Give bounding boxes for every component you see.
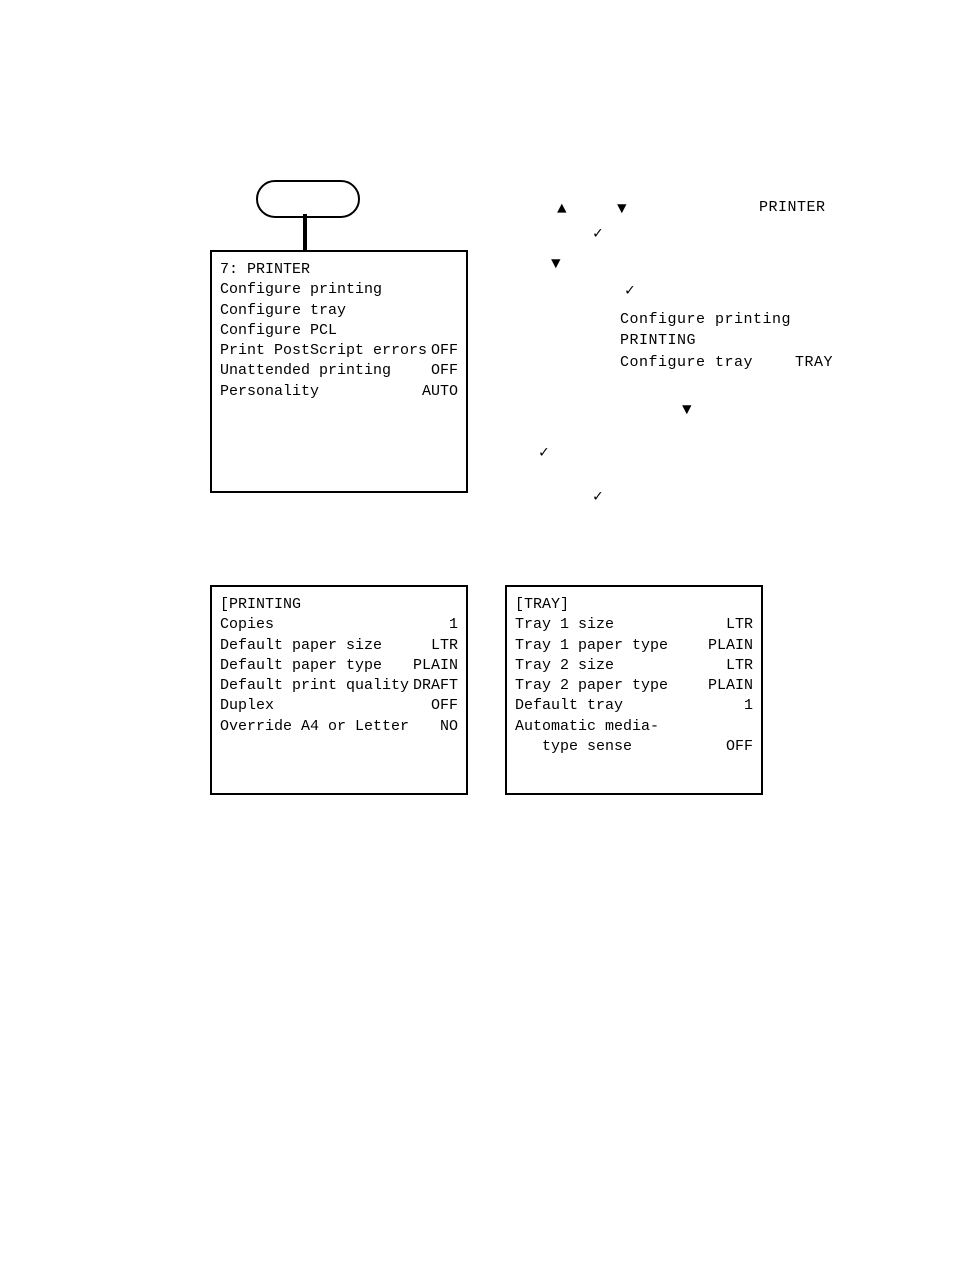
menu-row: Override A4 or Letter NO [220,717,458,737]
menu-button-shape [256,180,360,218]
menu-row: Automatic media- [515,717,753,737]
menu-row-label: Print PostScript errors [220,341,427,361]
menu-row-label: Configure printing [220,280,382,300]
nav-check-icon: ✓ [593,226,603,242]
menu-row-value: OFF [726,737,753,757]
nav-down-icon: ▼ [682,402,692,418]
menu-row-label: Personality [220,382,319,402]
menu-row-value: PLAIN [708,636,753,656]
menu-row: Configure PCL [220,321,458,341]
menu-row-label: Tray 2 size [515,656,614,676]
menu-row: Unattended printing OFF [220,361,458,381]
menu-row: Tray 1 size LTR [515,615,753,635]
menu-row-value: NO [440,717,458,737]
menu-row: Duplex OFF [220,696,458,716]
menu-row-value: OFF [431,341,458,361]
menu-row: Personality AUTO [220,382,458,402]
menu-row-value: 1 [449,615,458,635]
menu-row-value: AUTO [422,382,458,402]
menu-row-value: 1 [744,696,753,716]
menu-row: Default paper type PLAIN [220,656,458,676]
menu-row: Copies 1 [220,615,458,635]
menu-row: Default paper size LTR [220,636,458,656]
menu-row: Default tray 1 [515,696,753,716]
menu-row: Print PostScript errorsOFF [220,341,458,361]
nav-label-conftray: Configure tray [620,354,753,371]
menu-row: Configure printing [220,280,458,300]
menu-row-value: LTR [431,636,458,656]
menu-row: Tray 2 size LTR [515,656,753,676]
menu-row: Default print qualityDRAFT [220,676,458,696]
nav-down-icon: ▼ [617,201,627,217]
menu-row-value: OFF [431,696,458,716]
menu-row: type sense OFF [515,737,753,757]
nav-label-printer: PRINTER [759,199,826,216]
menu-row-label: Default tray [515,696,623,716]
nav-down-icon: ▼ [551,256,561,272]
menu-row-value: PLAIN [413,656,458,676]
nav-label-printing: PRINTING [620,332,696,349]
nav-label-tray: TRAY [795,354,833,371]
printer-menu-panel: 7: PRINTERConfigure printingConfigure tr… [210,250,468,493]
menu-row-value: DRAFT [413,676,458,696]
menu-row-label: Tray 1 paper type [515,636,668,656]
menu-row-label: Tray 1 size [515,615,614,635]
printing-submenu-panel: [PRINTINGCopies1Default paper sizeLTRDef… [210,585,468,795]
panel-title: 7: PRINTER [220,260,458,280]
menu-row-value: OFF [431,361,458,381]
nav-up-icon: ▲ [557,201,567,217]
menu-row-label: Automatic media- [515,717,659,737]
nav-check-icon: ✓ [539,445,549,461]
tray-submenu-panel: [TRAY]Tray 1 size LTR Tray 1 paper type PLA… [505,585,763,795]
menu-row-label: Tray 2 paper type [515,676,668,696]
menu-row-label: Default paper size [220,636,382,656]
menu-row-label: Configure tray [220,301,346,321]
menu-row-label: Duplex [220,696,274,716]
nav-check-icon: ✓ [625,283,635,299]
menu-row: Tray 2 paper type PLAIN [515,676,753,696]
menu-row-label: type sense [515,737,632,757]
menu-row-label: Override A4 or Letter [220,717,409,737]
panel-title: [PRINTING [220,595,458,615]
menu-stem [303,214,307,250]
menu-row-value: PLAIN [708,676,753,696]
menu-row: Configure tray [220,301,458,321]
menu-row-label: Default paper type [220,656,382,676]
menu-row-label: Copies [220,615,274,635]
menu-row-value: LTR [726,615,753,635]
nav-label-confprint: Configure printing [620,311,791,328]
menu-row-label: Configure PCL [220,321,337,341]
panel-title: [TRAY] [515,595,753,615]
menu-row: Tray 1 paper type PLAIN [515,636,753,656]
menu-row-value: LTR [726,656,753,676]
nav-check-icon: ✓ [593,489,603,505]
menu-row-label: Unattended printing [220,361,391,381]
menu-row-label: Default print quality [220,676,409,696]
